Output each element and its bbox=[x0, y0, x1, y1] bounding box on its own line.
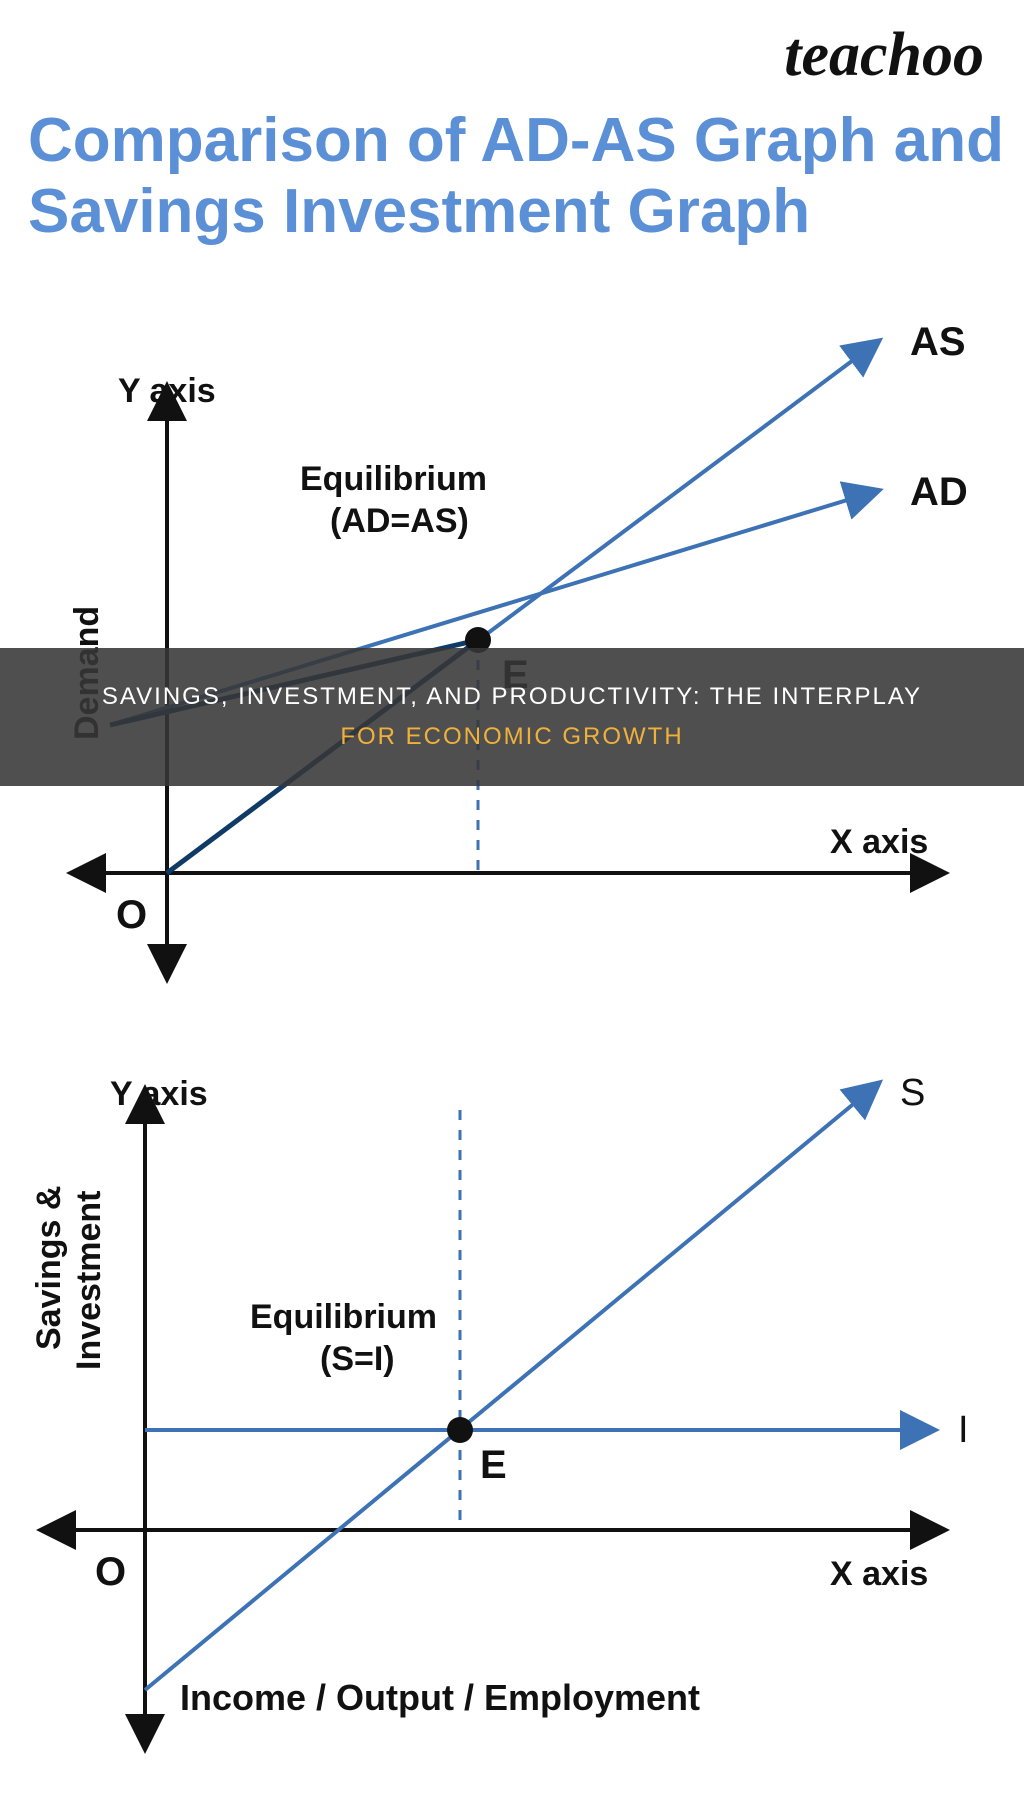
overlay-line1: SAVINGS, INVESTMENT, AND PRODUCTIVITY: T… bbox=[102, 683, 922, 711]
savings-investment-chart: Y axis X axis O S I Equilibrium (S=I) E … bbox=[0, 1050, 1024, 1770]
eq-point-label: E bbox=[480, 1443, 507, 1487]
x-axis-title: X axis bbox=[830, 1555, 928, 1593]
ad-series-label: AD bbox=[910, 470, 968, 514]
s-line bbox=[145, 1082, 880, 1690]
origin-label: O bbox=[95, 1550, 126, 1594]
eq-title-line1: Equilibrium bbox=[250, 1298, 437, 1336]
i-series-label: I bbox=[958, 1409, 969, 1451]
as-series-label: AS bbox=[910, 320, 966, 364]
x-axis-title: X axis bbox=[830, 823, 928, 861]
overlay-banner: SAVINGS, INVESTMENT, AND PRODUCTIVITY: T… bbox=[0, 648, 1024, 786]
eq-title-line1: Equilibrium bbox=[300, 460, 487, 498]
equilibrium-point-icon bbox=[447, 1417, 473, 1443]
overlay-line2: FOR ECONOMIC GROWTH bbox=[340, 723, 683, 751]
x-bottom-label: Income / Output / Employment bbox=[180, 1677, 700, 1718]
y-side-label-line2: Investment bbox=[70, 1191, 108, 1371]
page-title: Comparison of AD-AS Graph and Savings In… bbox=[28, 105, 1004, 248]
y-axis-title: Y axis bbox=[118, 372, 216, 410]
origin-label: O bbox=[116, 893, 147, 937]
eq-title-line2: (AD=AS) bbox=[330, 502, 469, 540]
eq-title-line2: (S=I) bbox=[320, 1340, 395, 1378]
y-axis-title: Y axis bbox=[110, 1075, 208, 1113]
y-side-label-line1: Savings & bbox=[30, 1186, 68, 1350]
page-root: teachoo Comparison of AD-AS Graph and Sa… bbox=[0, 0, 1024, 1819]
brand-logo: teachoo bbox=[784, 20, 984, 91]
s-series-label: S bbox=[900, 1072, 925, 1114]
